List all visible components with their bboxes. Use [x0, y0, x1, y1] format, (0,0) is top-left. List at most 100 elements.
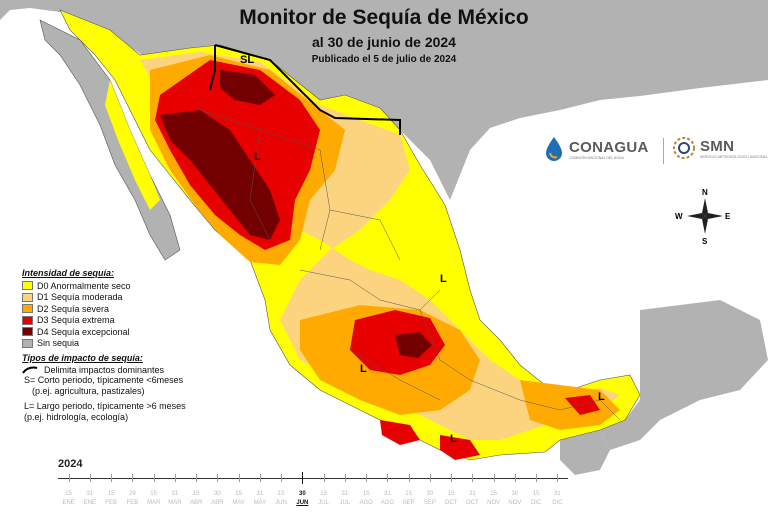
- timeline-tick-label: 30: [299, 491, 306, 497]
- smn-emblem-icon: [673, 137, 695, 159]
- timeline-tick: [366, 474, 368, 482]
- impact-line-legend: Delimita impactos dominantes: [22, 365, 252, 375]
- legend-item: D4 Sequía excepcional: [22, 326, 252, 338]
- legend-swatch: [22, 327, 33, 337]
- published-date: Publicado el 5 de julio de 2024: [311, 54, 457, 65]
- smn-text: SMN: [700, 137, 735, 155]
- timeline-month-label: MAR: [146, 500, 161, 506]
- timeline-tick-label: 15: [490, 491, 497, 497]
- timeline-tick-label: 31: [469, 491, 476, 497]
- timeline-month-label: FEB: [126, 500, 139, 506]
- long-term-example: (p.ej. hidrología, ecología): [24, 412, 129, 422]
- mexico-d3-yucatan: [565, 395, 600, 415]
- timeline-tick-label: 15: [192, 491, 200, 497]
- smn-logo: SMN SERVICIO METEOROLÓGICO NACIONAL: [672, 136, 768, 160]
- timeline-tick: [451, 474, 453, 482]
- timeline-month-label: AGO: [380, 500, 395, 506]
- timeline-tick: [323, 474, 325, 482]
- timeline-tick-label: 29: [129, 491, 136, 497]
- timeline-month-label: JUL: [339, 500, 351, 506]
- impact-heading: Tipos de impacto de sequía:: [22, 353, 143, 363]
- timeline-month-label: OCT: [466, 500, 479, 506]
- timeline-month-label: FEB: [105, 500, 117, 506]
- timeline: 15 ENE 31 ENE 15 FEB 29 FEB 15 MAR 31 MAR 15 ABR 30 ABR…: [58, 472, 568, 512]
- legend-label: D3 Sequía extrema: [37, 315, 115, 326]
- timeline-month-label: JUN: [275, 500, 287, 506]
- timeline-month-label: ABR: [189, 500, 203, 506]
- timeline-month-label: MAY: [232, 500, 245, 506]
- map-label-l: L: [440, 273, 447, 285]
- timeline-tick-label: 31: [171, 491, 179, 497]
- timeline-tick-label: 15: [532, 491, 540, 497]
- timeline-month-label: AGO: [359, 500, 373, 506]
- mexico-d4-center: [395, 332, 432, 358]
- map-label-l: L: [598, 391, 605, 403]
- timeline-tick-label: 31: [554, 491, 561, 497]
- legend-item: D3 Sequía extrema: [22, 315, 252, 327]
- timeline-tick: [514, 474, 516, 482]
- timeline-year: 2024: [58, 458, 83, 470]
- timeline-month-label: NOV: [487, 500, 501, 506]
- map-title: Monitor de Sequía de México: [239, 6, 529, 29]
- timeline-tick: [344, 474, 346, 482]
- timeline-tick: [174, 474, 176, 482]
- timeline-tick: [429, 474, 431, 482]
- timeline-month-label: MAY: [253, 500, 267, 506]
- timeline-tick: [259, 474, 261, 482]
- legend-swatch: [22, 281, 33, 291]
- timeline-tick-label: 15: [107, 491, 115, 497]
- state-borders: [199, 109, 621, 421]
- timeline-tick: [196, 474, 198, 482]
- timeline-tick: [387, 474, 389, 482]
- legend-item: D0 Anormalmente seco: [22, 280, 252, 292]
- timeline-month-label: JUL: [318, 500, 329, 506]
- legend-label: D2 Sequía severa: [37, 303, 110, 314]
- timeline-tick: [472, 474, 474, 482]
- guatemala: [560, 430, 610, 475]
- compass-s: S: [702, 237, 708, 246]
- legend-swatch: [22, 315, 33, 325]
- timeline-month-label: JUN: [296, 500, 309, 506]
- timeline-month-label: ABR: [211, 500, 224, 506]
- mexico-d4-chihuahua: [220, 70, 275, 105]
- timeline-tick: [89, 474, 91, 482]
- timeline-month-label: ENE: [83, 500, 97, 506]
- timeline-month-label: SEP: [402, 500, 415, 506]
- timeline-tick-label: 31: [256, 491, 264, 497]
- timeline-tick-label: 30: [214, 491, 221, 497]
- timeline-tick-label: 15: [150, 491, 157, 497]
- compass-e: E: [725, 212, 731, 221]
- map-label-l: L: [450, 433, 457, 445]
- conagua-subtext: COMISIÓN NACIONAL DEL AGUA: [569, 155, 624, 160]
- legend-swatch: [22, 292, 33, 302]
- smn-subtext: SERVICIO METEOROLÓGICO NACIONAL: [700, 154, 768, 159]
- central-america: [600, 300, 768, 450]
- mexico-d3-oaxaca: [440, 435, 480, 460]
- legend: Intensidad de sequía: D0 Anormalmente se…: [22, 268, 252, 423]
- timeline-tick-label: 15: [447, 491, 455, 497]
- timeline-tick-label: 15: [277, 491, 285, 497]
- impact-line-sl-west: [209, 45, 216, 91]
- map-label-l: L: [254, 151, 261, 163]
- timeline-tick-label: 15: [362, 491, 370, 497]
- timeline-tick: [68, 474, 70, 482]
- compass-rose: N S E W: [675, 188, 731, 246]
- timeline-tick-label: 15: [235, 491, 242, 497]
- legend-swatch: [22, 338, 33, 348]
- impact-line-sl: [214, 44, 401, 135]
- legend-item: D2 Sequía severa: [22, 303, 252, 315]
- timeline-month-label: SEP: [423, 500, 436, 506]
- timeline-tick: [281, 474, 283, 482]
- short-term-note: S= Corto periodo, típicamente <6meses: [24, 375, 184, 385]
- timeline-tick: [493, 474, 495, 482]
- timeline-tick: [153, 474, 155, 482]
- map-subtitle: al 30 de junio de 2024: [312, 34, 456, 50]
- timeline-tick: [302, 472, 304, 484]
- compass-n: N: [702, 188, 708, 197]
- legend-label: D4 Sequía excepcional: [37, 326, 130, 337]
- legend-heading: Intensidad de sequía:: [22, 268, 115, 278]
- timeline-month-label: OCT: [444, 500, 458, 506]
- conagua-text: CONAGUA: [569, 138, 649, 156]
- timeline-tick-label: 30: [426, 491, 434, 497]
